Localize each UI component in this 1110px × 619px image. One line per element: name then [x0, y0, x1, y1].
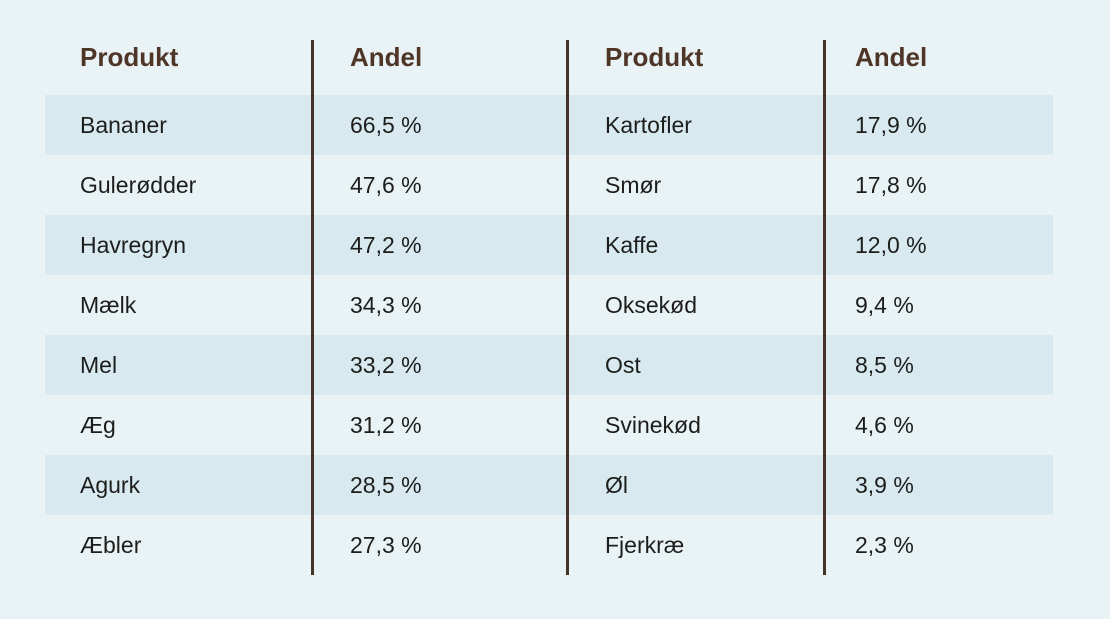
product-cell: Smør — [605, 171, 662, 198]
share-cell: 47,2 % — [350, 231, 422, 258]
table-row: Bananer 66,5 % Kartofler 17,9 % — [45, 95, 1053, 155]
product-cell: Svinekød — [605, 411, 701, 438]
share-cell: 34,3 % — [350, 291, 422, 318]
column-divider-middle — [566, 40, 569, 575]
share-cell: 17,8 % — [855, 171, 927, 198]
share-cell: 2,3 % — [855, 531, 914, 558]
product-cell: Bananer — [80, 111, 167, 138]
header-share-right: Andel — [855, 42, 928, 72]
share-cell: 27,3 % — [350, 531, 422, 558]
product-cell: Havregryn — [80, 231, 187, 258]
share-cell: 12,0 % — [855, 231, 927, 258]
product-cell: Øl — [605, 471, 628, 498]
table-row: Mel 33,2 % Ost 8,5 % — [45, 335, 1053, 395]
product-cell: Kartofler — [605, 111, 692, 138]
share-cell: 31,2 % — [350, 411, 422, 438]
table-row: Mælk 34,3 % Oksekød 9,4 % — [45, 275, 1053, 335]
header-share-left: Andel — [350, 42, 423, 72]
table-row: Gulerødder 47,6 % Smør 17,8 % — [45, 155, 1053, 215]
product-cell: Fjerkræ — [605, 531, 685, 558]
product-cell: Kaffe — [605, 231, 659, 258]
share-cell: 17,9 % — [855, 111, 927, 138]
table-row: Æbler 27,3 % Fjerkræ 2,3 % — [45, 515, 1053, 575]
table-header-row: Produkt Andel Produkt Andel — [45, 35, 1053, 95]
table-row: Agurk 28,5 % Øl 3,9 % — [45, 455, 1053, 515]
share-cell: 9,4 % — [855, 291, 914, 318]
product-cell: Æbler — [80, 531, 142, 558]
share-cell: 4,6 % — [855, 411, 914, 438]
product-cell: Mælk — [80, 291, 137, 318]
products-share-table: Produkt Andel Produkt Andel Bananer 66,5… — [45, 35, 1053, 575]
product-cell: Ost — [605, 351, 641, 378]
table-row: Havregryn 47,2 % Kaffe 12,0 % — [45, 215, 1053, 275]
share-cell: 33,2 % — [350, 351, 422, 378]
product-cell: Agurk — [80, 471, 141, 498]
column-divider-left — [311, 40, 314, 575]
header-product-right: Produkt — [605, 42, 704, 72]
product-cell: Æg — [80, 411, 116, 438]
table-row: Æg 31,2 % Svinekød 4,6 % — [45, 395, 1053, 455]
share-cell: 47,6 % — [350, 171, 422, 198]
header-product-left: Produkt — [80, 42, 179, 72]
product-cell: Gulerødder — [80, 171, 197, 198]
share-cell: 3,9 % — [855, 471, 914, 498]
share-cell: 28,5 % — [350, 471, 422, 498]
product-cell: Mel — [80, 351, 118, 378]
share-cell: 66,5 % — [350, 111, 422, 138]
product-cell: Oksekød — [605, 291, 698, 318]
share-cell: 8,5 % — [855, 351, 914, 378]
column-divider-right — [823, 40, 826, 575]
